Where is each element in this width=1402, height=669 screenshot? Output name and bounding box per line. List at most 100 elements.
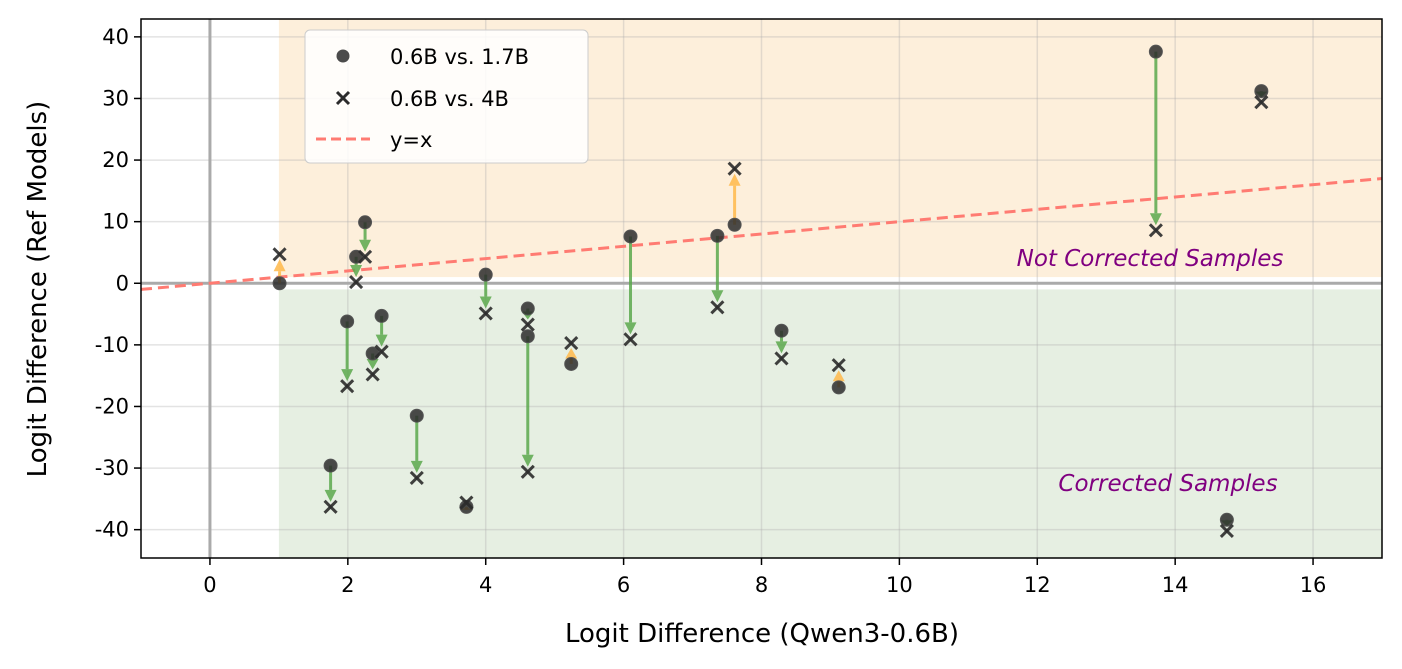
arrow-head [832, 370, 845, 382]
x-tick-label: 10 [886, 573, 913, 597]
arrow-head [366, 358, 379, 370]
point-1-7b [340, 314, 355, 329]
point-1-7b [478, 267, 493, 282]
arrow-head [359, 239, 372, 252]
y-tick-label: 30 [102, 86, 129, 110]
point-4b [520, 317, 535, 332]
arrow-head [711, 290, 724, 303]
x-tick-label: 8 [755, 573, 768, 597]
point-1-7b [272, 276, 287, 291]
y-tick-label: 40 [102, 25, 129, 49]
x-marker-stroke [623, 332, 638, 347]
y-tick-label: 20 [102, 148, 129, 172]
point-4b [358, 249, 373, 264]
x-marker-stroke [365, 367, 380, 382]
point-4b [349, 274, 364, 290]
point-4b [520, 464, 535, 479]
point-4b [727, 161, 742, 176]
arrow-head [273, 259, 286, 272]
y-axis-label: Logit Difference (Ref Models) [23, 101, 53, 478]
point-4b [272, 247, 287, 262]
point-1-7b [358, 215, 373, 230]
x-tick-label: 0 [203, 573, 216, 597]
y-tick-label: 0 [116, 271, 129, 295]
arrow-head [728, 173, 741, 186]
point-1-7b [623, 229, 638, 244]
point-1-7b [459, 499, 474, 514]
point-4b [374, 344, 389, 359]
point-4b [1254, 95, 1269, 110]
arrow-head [521, 454, 534, 467]
x-marker-stroke [409, 470, 424, 485]
x-marker-stroke [358, 249, 373, 264]
x-marker-stroke [520, 464, 535, 479]
x-tick-label: 4 [479, 573, 492, 597]
point-1-7b [323, 458, 338, 473]
x-tick-label: 6 [617, 573, 630, 597]
x-marker-stroke [374, 344, 389, 359]
arrow-head [410, 460, 423, 473]
point-4b [564, 335, 579, 351]
x-marker-stroke [478, 306, 493, 321]
x-tick-label: 14 [1162, 573, 1189, 597]
legend-circle-marker [336, 49, 350, 63]
y-tick-label: -20 [95, 394, 129, 418]
x-tick-label: 16 [1300, 573, 1327, 597]
legend-label-4b: 0.6B vs. 4B [390, 87, 509, 111]
legend-x-marker [335, 90, 351, 106]
point-4b [831, 358, 846, 373]
point-4b [323, 499, 338, 514]
x-marker-stroke [340, 379, 355, 394]
y-tick-label: -30 [95, 456, 129, 480]
arrow-head [350, 265, 363, 278]
point-1-7b [520, 329, 535, 344]
point-1-7b [374, 308, 389, 323]
point-1-7b [727, 217, 742, 232]
point-1-7b [1219, 512, 1234, 527]
point-1-7b [710, 228, 725, 243]
x-marker-stroke [459, 495, 474, 510]
point-1-7b [774, 323, 789, 338]
x-marker-stroke [1254, 95, 1269, 110]
point-4b [459, 495, 474, 510]
arrow-head [1149, 213, 1162, 226]
annotation-not-corrected: Not Corrected Samples [1017, 246, 1284, 272]
x-marker-stroke [1148, 223, 1163, 238]
point-1-7b [349, 249, 364, 264]
point-1-7b [520, 301, 535, 316]
legend-box [304, 29, 589, 164]
x-tick-label: 2 [341, 573, 354, 597]
point-1-7b [831, 380, 846, 395]
x-marker-stroke [710, 300, 725, 315]
arrow-head [624, 322, 637, 335]
point-1-7b [1148, 44, 1163, 59]
point-4b [365, 367, 380, 382]
arrow-head [565, 348, 578, 359]
x-marker-stroke [564, 335, 579, 351]
point-4b [623, 332, 638, 347]
arrow-head [341, 369, 354, 382]
y-tick-label: -40 [95, 518, 129, 542]
point-4b [340, 379, 355, 394]
x-marker-stroke [727, 161, 742, 176]
point-4b [409, 470, 424, 485]
x-marker-stroke [1219, 523, 1234, 538]
x-axis-label: Logit Difference (Qwen3-0.6B) [565, 619, 959, 649]
x-marker-stroke [774, 351, 789, 366]
x-tick-label: 12 [1024, 573, 1051, 597]
x-marker-stroke [323, 499, 338, 514]
legend-label-1-7b: 0.6B vs. 1.7B [390, 45, 529, 69]
point-1-7b [1254, 84, 1269, 99]
arrow-head [479, 296, 492, 309]
legend-label-yx: y=x [390, 128, 432, 152]
x-marker-stroke [831, 358, 846, 373]
point-4b [710, 300, 725, 315]
x-marker-stroke [272, 247, 287, 262]
region-corrected [278, 289, 1382, 558]
point-4b [774, 351, 789, 366]
point-4b [478, 306, 493, 321]
y-tick-label: -10 [95, 333, 129, 357]
arrow-head [375, 334, 388, 347]
point-1-7b [409, 408, 424, 423]
